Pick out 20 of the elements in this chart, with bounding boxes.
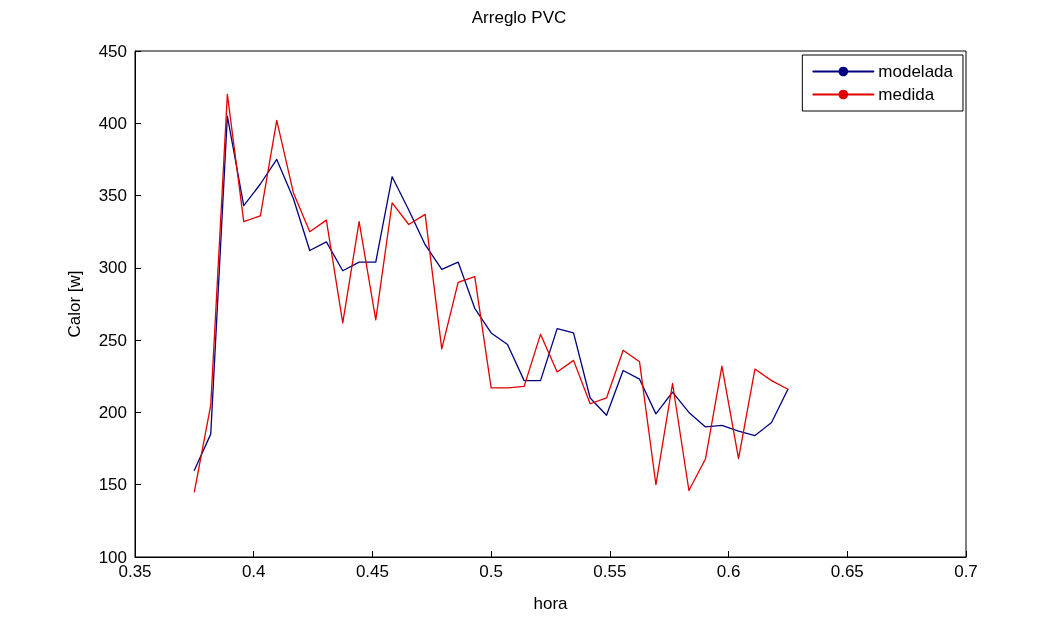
y-tick-label: 350: [98, 186, 127, 206]
y-tick-label: 250: [98, 330, 127, 350]
x-tick-label: 0.45: [355, 562, 389, 581]
x-tick-label: 0.5: [479, 562, 503, 581]
x-tick-label: 0.6: [716, 562, 741, 581]
x-tick-label: 0.7: [954, 562, 978, 581]
x-axis-title: hora: [533, 594, 569, 613]
y-tick-label: 400: [98, 113, 127, 133]
legend-label: medida: [878, 85, 935, 104]
y-tick-label: 450: [98, 41, 127, 61]
x-tick-label: 0.55: [593, 562, 627, 581]
y-tick-label: 200: [98, 402, 127, 422]
y-tick-label: 150: [98, 475, 127, 495]
x-tick-label: 0.4: [241, 562, 266, 581]
x-tick-label: 0.35: [118, 562, 152, 581]
x-tick-label: 0.65: [830, 562, 864, 581]
y-axis-title: Calor [w]: [65, 270, 84, 338]
y-tick-label: 300: [98, 258, 127, 278]
chart-title: Arreglo PVC: [471, 8, 567, 27]
legend-label: modelada: [878, 62, 954, 81]
